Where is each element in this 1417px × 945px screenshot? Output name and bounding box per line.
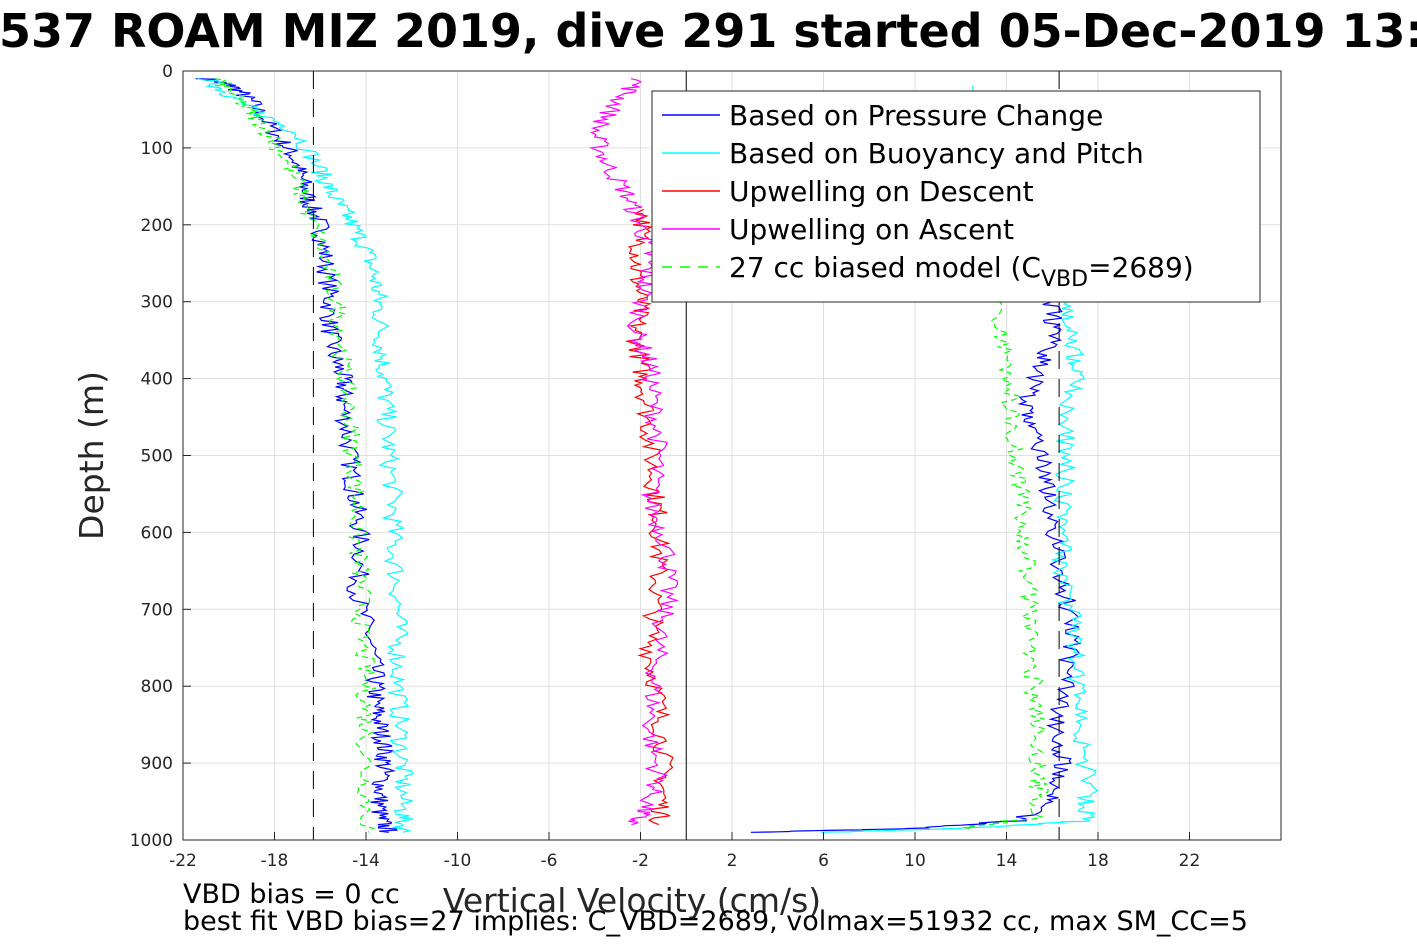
- series-line: [195, 78, 398, 833]
- footnote-vbd-bias: VBD bias = 0 cc: [183, 879, 400, 910]
- legend-box: [651, 90, 1261, 303]
- series-line: [964, 101, 1049, 830]
- y-axis-label: Depth (m): [72, 371, 111, 540]
- series-line: [624, 208, 674, 826]
- x-tick-label: -14: [352, 851, 380, 871]
- series-line: [197, 78, 414, 833]
- y-tick-label: 400: [141, 370, 173, 390]
- y-tick-label: 300: [141, 293, 173, 313]
- x-tick-label: 14: [996, 851, 1018, 871]
- x-axis-label: Vertical Velocity (cm/s): [443, 881, 821, 920]
- x-tick-label: 2: [727, 851, 738, 871]
- x-axis-ticks: -22 -18 -14 -10 -6 -2 2 6 10 14 18 22: [169, 832, 1200, 871]
- y-tick-label: 200: [141, 216, 173, 236]
- x-tick-label: -10: [444, 851, 472, 871]
- y-tick-label: 600: [141, 523, 173, 543]
- y-tick-label: 0: [162, 62, 173, 82]
- y-tick-label: 100: [141, 139, 173, 159]
- chart-title: SG537 ROAM MIZ 2019, dive 291 started 05…: [0, 4, 1417, 58]
- x-tick-label: 22: [1179, 851, 1201, 871]
- series-line: [588, 78, 680, 826]
- x-tick-label: 18: [1087, 851, 1109, 871]
- y-tick-label: 900: [141, 754, 173, 774]
- legend-label: Based on Buoyancy and Pitch: [729, 137, 1144, 170]
- footnote-best-fit: best fit VBD bias=27 implies: C_VBD=2689…: [183, 906, 1248, 937]
- y-axis-ticks: 0 100 200 300 400 500 600 700 800 900 1000: [130, 62, 191, 851]
- legend-label: Upwelling on Descent: [729, 175, 1034, 208]
- y-tick-label: 700: [141, 600, 173, 620]
- y-tick-label: 1000: [130, 831, 173, 851]
- y-tick-label: 800: [141, 677, 173, 697]
- x-tick-label: 10: [904, 851, 926, 871]
- x-tick-label: -22: [169, 851, 197, 871]
- x-tick-label: -6: [541, 851, 558, 871]
- x-tick-label: -18: [261, 851, 289, 871]
- x-tick-label: -2: [632, 851, 649, 871]
- legend-label: Based on Pressure Change: [729, 99, 1103, 132]
- x-tick-label: 6: [818, 851, 829, 871]
- legend-label: Upwelling on Ascent: [729, 213, 1014, 246]
- y-tick-label: 500: [141, 447, 173, 467]
- legend: Based on Pressure Change Based on Buoyanc…: [651, 90, 1261, 303]
- series-line: [214, 78, 376, 833]
